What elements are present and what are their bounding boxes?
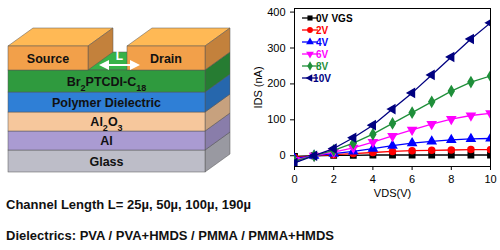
html-text:Channel Length L= 25µ, 50µ, 10: Channel Length L= 25µ, 50µ, 100µ, 190µ <box>6 197 251 212</box>
svg-text:0: 0 <box>291 173 297 185</box>
svg-text:400: 400 <box>267 6 285 18</box>
svg-text:200: 200 <box>267 77 285 89</box>
html-text:Dielectrics: PVA / PVA+HMDS /: Dielectrics: PVA / PVA+HMDS / PMMA / PMM… <box>6 228 334 243</box>
svg-text:2V: 2V <box>316 25 329 36</box>
svg-text:8V: 8V <box>316 61 329 72</box>
svg-text:6: 6 <box>409 173 415 185</box>
svg-text:Al2O3: Al2O3 <box>90 115 122 133</box>
svg-text:10: 10 <box>484 173 496 185</box>
svg-text:Glass: Glass <box>89 155 123 169</box>
svg-text:0V: 0V <box>316 13 329 24</box>
svg-text:300: 300 <box>267 42 285 54</box>
svg-text:Al: Al <box>100 134 113 148</box>
svg-text:VDS(V): VDS(V) <box>374 187 411 199</box>
svg-text:10V: 10V <box>313 73 331 84</box>
svg-text:L: L <box>116 49 123 63</box>
svg-text:0: 0 <box>279 149 285 161</box>
svg-text:4V: 4V <box>316 37 329 48</box>
svg-text:VGS: VGS <box>331 13 352 24</box>
svg-text:2: 2 <box>331 173 337 185</box>
svg-text:6V: 6V <box>316 49 329 60</box>
svg-text:8: 8 <box>448 173 454 185</box>
svg-text:Br2PTCDI-C18: Br2PTCDI-C18 <box>67 75 147 93</box>
svg-text:100: 100 <box>267 113 285 125</box>
svg-text:Source: Source <box>27 52 69 66</box>
svg-text:Polymer Dielectric: Polymer Dielectric <box>52 96 161 110</box>
svg-text:4: 4 <box>370 173 376 185</box>
svg-text:Drain: Drain <box>150 52 182 66</box>
svg-text:IDS (nA): IDS (nA) <box>252 66 264 108</box>
